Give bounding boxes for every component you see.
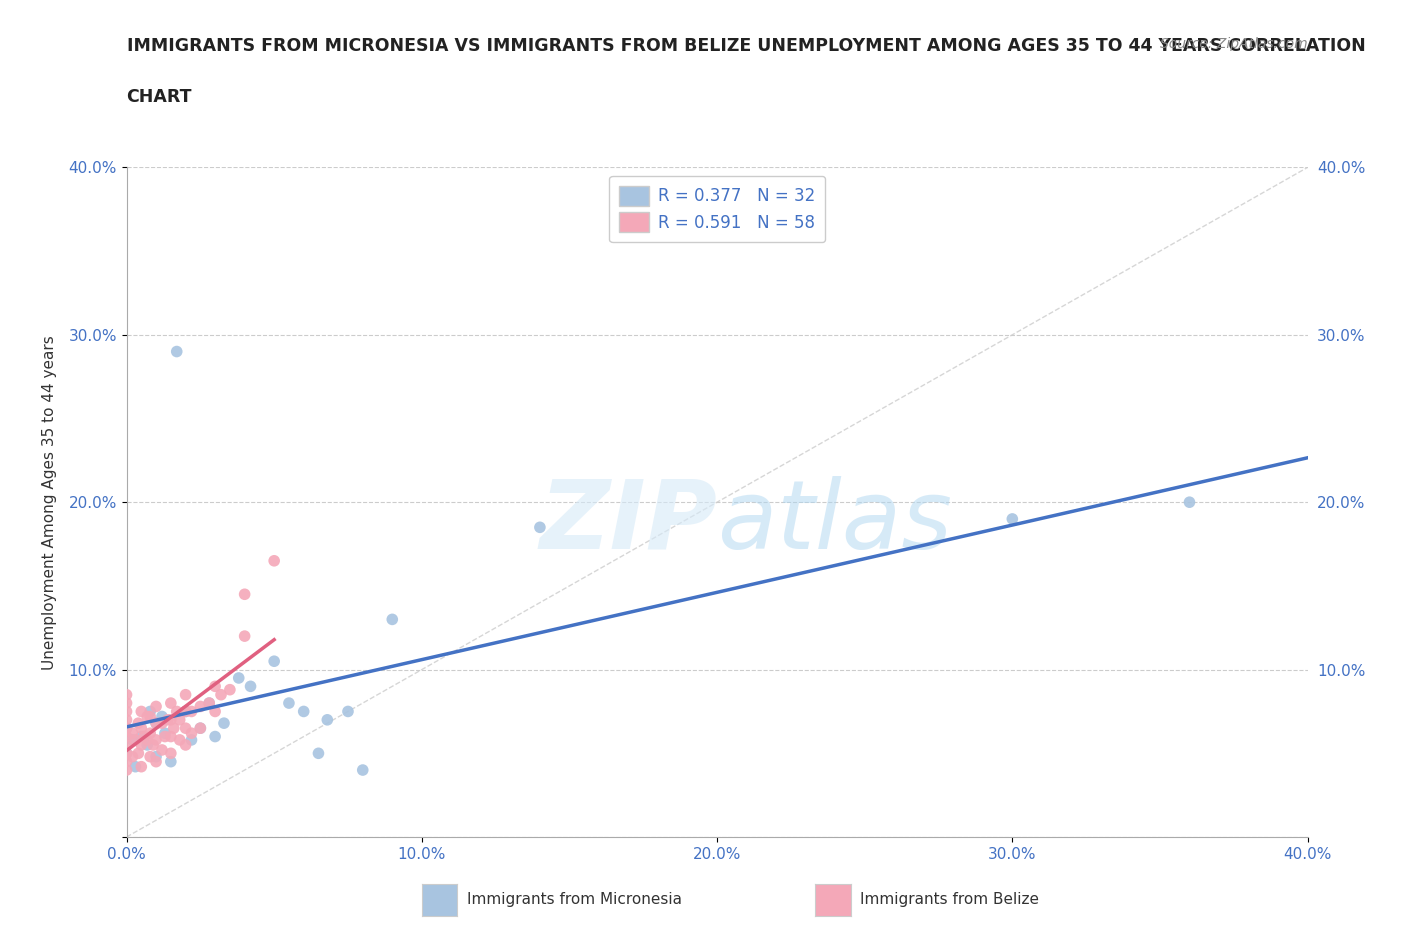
Point (233, 629, 256, 644)
Point (115, 746, 138, 761)
Point (198, 696, 221, 711)
Point (292, 704, 315, 719)
Text: atlas: atlas (717, 476, 952, 569)
Point (174, 721, 197, 736)
Point (163, 721, 186, 736)
Point (145, 733, 167, 748)
Point (160, 696, 183, 711)
Point (166, 704, 188, 719)
Point (139, 704, 162, 719)
Point (124, 759, 146, 774)
Text: IMMIGRANTS FROM MICRONESIA VS IMMIGRANTS FROM BELIZE UNEMPLOYMENT AMONG AGES 35 : IMMIGRANTS FROM MICRONESIA VS IMMIGRANTS… (127, 37, 1365, 55)
Point (180, 725, 202, 740)
Point (145, 754, 167, 769)
Point (188, 721, 212, 736)
Point (160, 729, 183, 744)
Point (115, 737, 138, 752)
Point (198, 696, 221, 711)
Point (153, 725, 176, 740)
Point (160, 754, 183, 769)
Point (145, 750, 167, 764)
Point (188, 721, 212, 736)
Point (115, 704, 138, 719)
Point (127, 716, 149, 731)
Point (129, 721, 153, 736)
Point (204, 729, 226, 744)
Point (308, 746, 330, 761)
Point (529, 520, 551, 535)
Point (136, 737, 159, 752)
Point (150, 742, 173, 757)
Text: Source: ZipAtlas.com: Source: ZipAtlas.com (1160, 37, 1308, 51)
Point (134, 729, 156, 744)
Point (169, 712, 191, 727)
Point (209, 687, 232, 702)
Y-axis label: Unemployment Among Ages 35 to 44 years: Unemployment Among Ages 35 to 44 years (42, 335, 58, 670)
Point (115, 696, 138, 711)
Point (150, 716, 173, 731)
Point (156, 712, 179, 727)
Legend: R = 0.377   N = 32, R = 0.591   N = 58: R = 0.377 N = 32, R = 0.591 N = 58 (609, 176, 825, 242)
Point (1178, 495, 1201, 510)
Point (169, 733, 191, 748)
Point (1001, 512, 1024, 526)
Point (174, 737, 197, 752)
Point (129, 737, 153, 752)
Text: ZIP: ZIP (538, 476, 717, 569)
Point (129, 729, 153, 744)
Point (115, 729, 138, 744)
Point (129, 759, 153, 774)
Point (115, 746, 138, 761)
Point (263, 553, 285, 568)
Point (115, 687, 138, 702)
Point (166, 344, 188, 359)
Point (212, 716, 235, 731)
Point (145, 716, 167, 731)
Point (188, 699, 212, 714)
Point (115, 754, 138, 769)
Text: Immigrants from Belize: Immigrants from Belize (860, 892, 1039, 907)
Point (160, 746, 183, 761)
Point (352, 763, 374, 777)
Point (121, 733, 143, 748)
Point (115, 721, 138, 736)
Point (129, 704, 153, 719)
Point (263, 654, 285, 669)
Point (381, 612, 404, 627)
Point (115, 763, 138, 777)
Point (121, 725, 143, 740)
Point (174, 704, 197, 719)
Point (153, 729, 176, 744)
Point (204, 679, 226, 694)
Point (127, 746, 149, 761)
Point (337, 704, 360, 719)
Point (174, 704, 197, 719)
Point (139, 750, 162, 764)
Point (121, 750, 143, 764)
Point (145, 716, 167, 731)
Text: CHART: CHART (127, 88, 193, 106)
Point (145, 699, 167, 714)
Point (219, 683, 242, 698)
Point (316, 712, 339, 727)
Point (115, 721, 138, 736)
Point (233, 587, 256, 602)
Point (180, 733, 202, 748)
Point (115, 712, 138, 727)
Point (278, 696, 301, 711)
Point (124, 733, 146, 748)
Point (228, 671, 250, 685)
Point (150, 709, 173, 724)
Text: Immigrants from Micronesia: Immigrants from Micronesia (467, 892, 682, 907)
Point (180, 704, 202, 719)
Point (139, 709, 162, 724)
Point (160, 712, 183, 727)
Point (174, 687, 197, 702)
Point (204, 704, 226, 719)
Point (136, 733, 159, 748)
Point (142, 737, 165, 752)
Point (136, 709, 159, 724)
Point (239, 679, 262, 694)
Point (139, 725, 162, 740)
